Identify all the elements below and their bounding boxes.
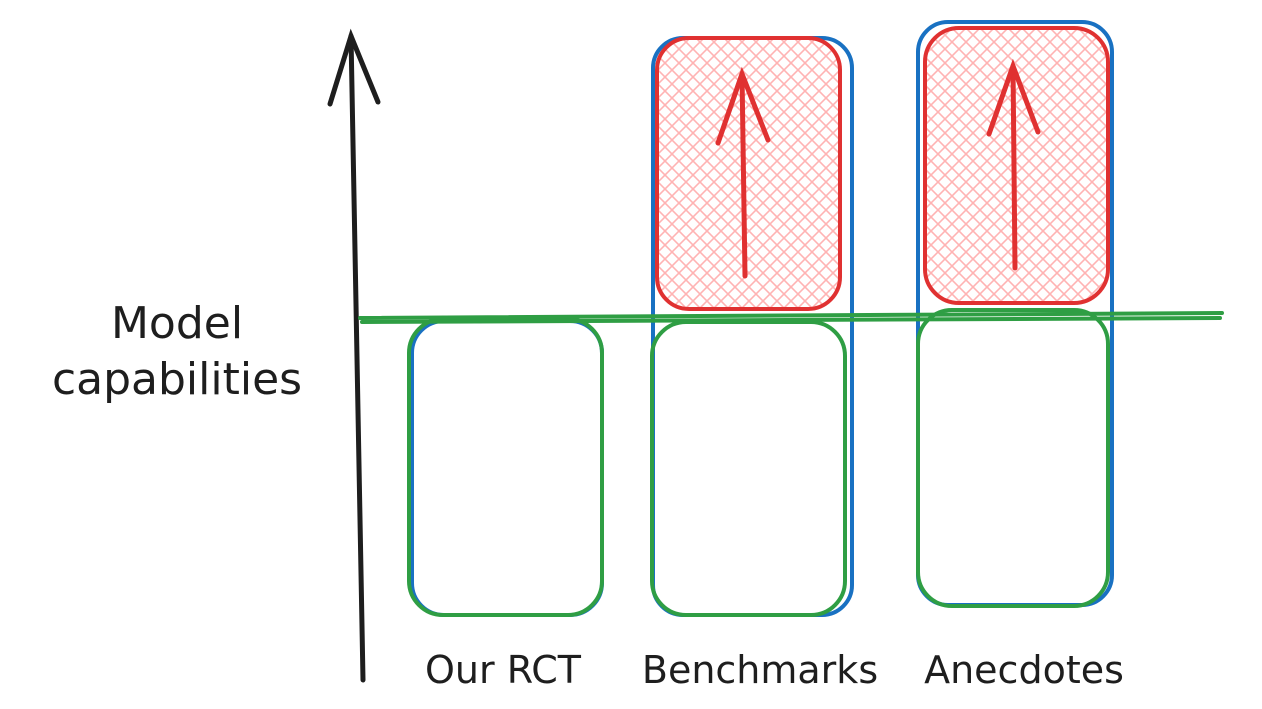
column-label-benchmarks: Benchmarks [641,648,879,692]
y-axis-label-line1: Model [110,298,244,349]
anecdotes-upper-box [923,26,1110,305]
column-label-our-rct: Our RCT [425,648,581,692]
baseline-green-line [358,311,1224,324]
column-label-anecdotes: Anecdotes [924,648,1124,692]
benchmarks-upper-box [655,36,842,311]
y-axis-label-line2: capabilities [51,354,303,405]
y-axis-arrow [327,28,381,683]
y-axis-label: Model capabilities [22,296,332,408]
benchmarks-up-arrow [715,66,771,279]
column-our-rct-box [407,317,604,617]
anecdotes-up-arrow [986,58,1041,271]
column-benchmarks-box [650,36,854,617]
